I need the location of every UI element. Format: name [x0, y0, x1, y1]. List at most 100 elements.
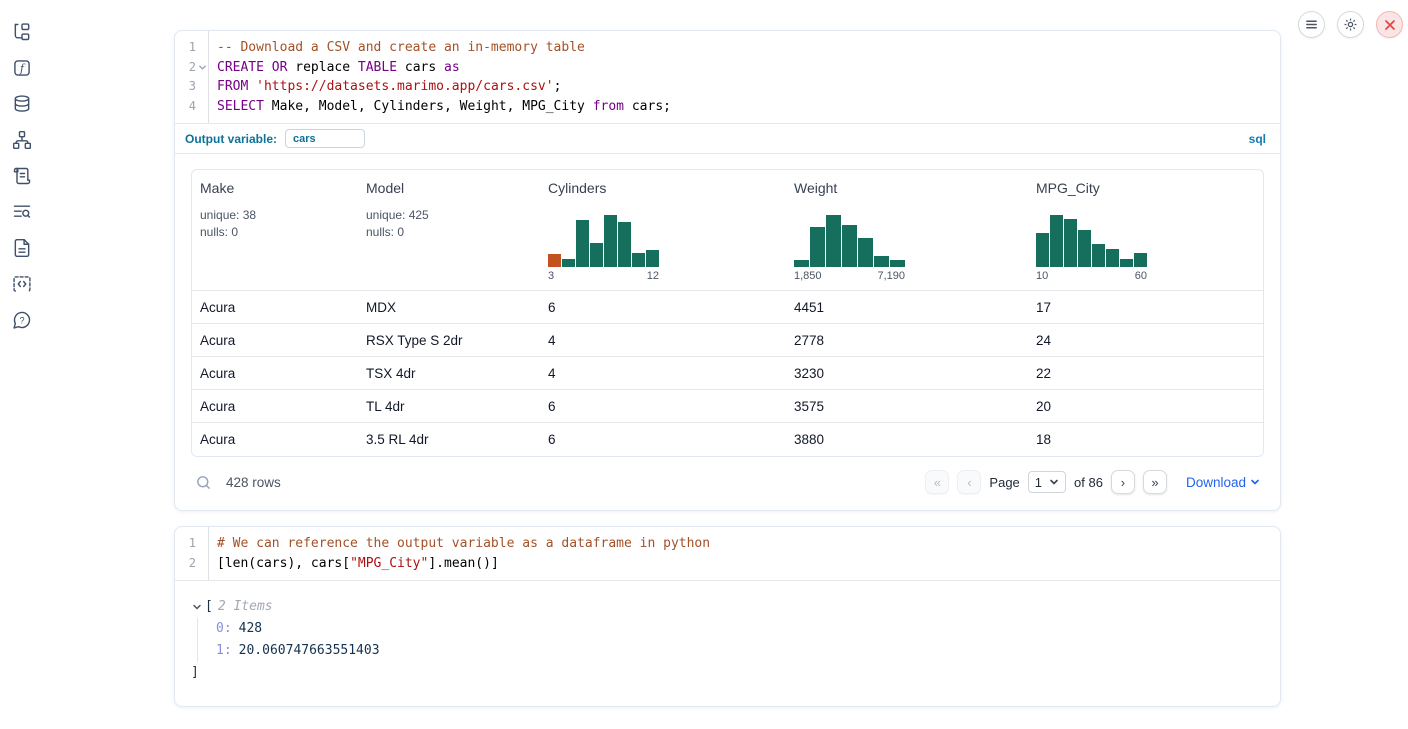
table-cell: 18: [1028, 432, 1263, 447]
scratchpad-icon[interactable]: [12, 166, 32, 186]
close-button[interactable]: [1376, 11, 1403, 38]
tree-item[interactable]: 1:20.060747663551403: [216, 640, 1264, 662]
histogram-axis: 312: [548, 270, 659, 282]
code-text: # We can reference the output variable a…: [208, 534, 710, 554]
page-label: Page: [989, 475, 1019, 490]
left-toolbar: f ?: [0, 0, 44, 330]
snippets-icon[interactable]: [12, 274, 32, 294]
download-label: Download: [1186, 475, 1246, 490]
page-select[interactable]: 1: [1028, 471, 1066, 493]
histogram-axis: 1060: [1036, 270, 1147, 282]
code-line: 1# We can reference the output variable …: [175, 534, 1280, 554]
table-cell: 6: [540, 399, 786, 414]
first-page-button[interactable]: «: [925, 470, 949, 494]
fold-chevron-icon[interactable]: [196, 58, 208, 78]
chevron-down-icon: [1250, 477, 1260, 487]
table-body: AcuraMDX6445117AcuraRSX Type S 2dr427782…: [192, 291, 1263, 456]
column-header-make[interactable]: Makeunique: 38nulls: 0: [192, 170, 358, 290]
column-name: Weight: [794, 180, 837, 196]
line-number: 3: [175, 77, 196, 97]
last-page-button[interactable]: »: [1143, 470, 1167, 494]
table-cell: TL 4dr: [358, 399, 540, 414]
help-icon[interactable]: ?: [12, 310, 32, 330]
table-cell: Acura: [192, 399, 358, 414]
output-variable-input[interactable]: [285, 129, 365, 148]
column-header-mpg_city[interactable]: MPG_City1060: [1028, 170, 1263, 290]
column-name: Make: [200, 180, 234, 196]
tree-root: [ 2 Items: [191, 596, 1264, 618]
column-header-weight[interactable]: Weight1,8507,190: [786, 170, 1028, 290]
histogram[interactable]: [794, 212, 905, 267]
window-controls: [1298, 11, 1403, 38]
table-row[interactable]: AcuraTL 4dr6357520: [192, 390, 1263, 423]
download-link[interactable]: Download: [1186, 475, 1260, 490]
column-stats: unique: 425nulls: 0: [366, 207, 429, 240]
table-cell: Acura: [192, 333, 358, 348]
table-cell: 22: [1028, 366, 1263, 381]
histogram[interactable]: [1036, 212, 1147, 267]
table-cell: Acura: [192, 432, 358, 447]
chevron-down-icon: [1049, 477, 1059, 487]
file-tree-icon[interactable]: [12, 22, 32, 42]
python-output: [ 2 Items 0:4281:20.060747663551403 ]: [175, 580, 1280, 706]
dependency-graph-icon[interactable]: [12, 130, 32, 150]
table-cell: 6: [540, 300, 786, 315]
row-count: 428 rows: [226, 475, 281, 490]
line-number: 4: [175, 97, 196, 117]
output-variable-row: Output variable: sql: [175, 123, 1280, 153]
tree-close-row: ]: [191, 662, 1264, 684]
next-page-button[interactable]: ›: [1111, 470, 1135, 494]
table-cell: Acura: [192, 366, 358, 381]
table-row[interactable]: AcuraMDX6445117: [192, 291, 1263, 324]
table-cell: 4: [540, 333, 786, 348]
output-variable-label: Output variable:: [185, 132, 277, 146]
table-cell: TSX 4dr: [358, 366, 540, 381]
svg-text:f: f: [19, 62, 26, 75]
table-cell: 17: [1028, 300, 1263, 315]
settings-button[interactable]: [1337, 11, 1364, 38]
datasources-icon[interactable]: [12, 94, 32, 114]
logs-icon[interactable]: [12, 202, 32, 222]
code-text: CREATE OR replace TABLE cars as: [208, 58, 460, 78]
close-icon: [1384, 19, 1396, 31]
table-row[interactable]: AcuraTSX 4dr4323022: [192, 357, 1263, 390]
open-bracket: [: [205, 596, 213, 618]
table-cell: 4: [540, 366, 786, 381]
python-code-editor[interactable]: 1# We can reference the output variable …: [175, 527, 1280, 580]
table-output: Makeunique: 38nulls: 0Modelunique: 425nu…: [175, 153, 1280, 510]
histogram[interactable]: [548, 212, 659, 267]
column-header-cylinders[interactable]: Cylinders 312: [540, 170, 786, 290]
column-name: Cylinders: [548, 180, 606, 196]
sql-code-editor[interactable]: 1-- Download a CSV and create an in-memo…: [175, 31, 1280, 123]
collapse-chevron-icon[interactable]: [192, 602, 202, 612]
results-table: Makeunique: 38nulls: 0Modelunique: 425nu…: [191, 169, 1264, 457]
menu-icon: [1305, 18, 1318, 31]
table-row[interactable]: AcuraRSX Type S 2dr4277824: [192, 324, 1263, 357]
table-cell: 3880: [786, 432, 1028, 447]
table-cell: RSX Type S 2dr: [358, 333, 540, 348]
table-footer: 428 rows « ‹ Page 1 of 86 › » Download: [191, 466, 1264, 498]
table-header-row: Makeunique: 38nulls: 0Modelunique: 425nu…: [192, 170, 1263, 291]
tree-item[interactable]: 0:428: [216, 618, 1264, 640]
table-cell: MDX: [358, 300, 540, 315]
table-cell: 20: [1028, 399, 1263, 414]
table-row[interactable]: Acura3.5 RL 4dr6388018: [192, 423, 1263, 456]
language-badge[interactable]: sql: [1249, 132, 1270, 146]
table-cell: 4451: [786, 300, 1028, 315]
documentation-icon[interactable]: [12, 238, 32, 258]
table-cell: 2778: [786, 333, 1028, 348]
menu-button[interactable]: [1298, 11, 1325, 38]
sql-cell: 1-- Download a CSV and create an in-memo…: [174, 30, 1281, 511]
line-number: 2: [175, 554, 196, 574]
table-cell: 3230: [786, 366, 1028, 381]
table-cell: 3.5 RL 4dr: [358, 432, 540, 447]
page-select-value: 1: [1035, 475, 1042, 490]
code-line: 1-- Download a CSV and create an in-memo…: [175, 38, 1280, 58]
code-line: 2CREATE OR replace TABLE cars as: [175, 58, 1280, 78]
search-icon[interactable]: [195, 474, 212, 491]
prev-page-button[interactable]: ‹: [957, 470, 981, 494]
column-header-model[interactable]: Modelunique: 425nulls: 0: [358, 170, 540, 290]
code-line: 3FROM 'https://datasets.marimo.app/cars.…: [175, 77, 1280, 97]
variables-icon[interactable]: f: [12, 58, 32, 78]
items-count-label: 2 Items: [218, 596, 273, 618]
